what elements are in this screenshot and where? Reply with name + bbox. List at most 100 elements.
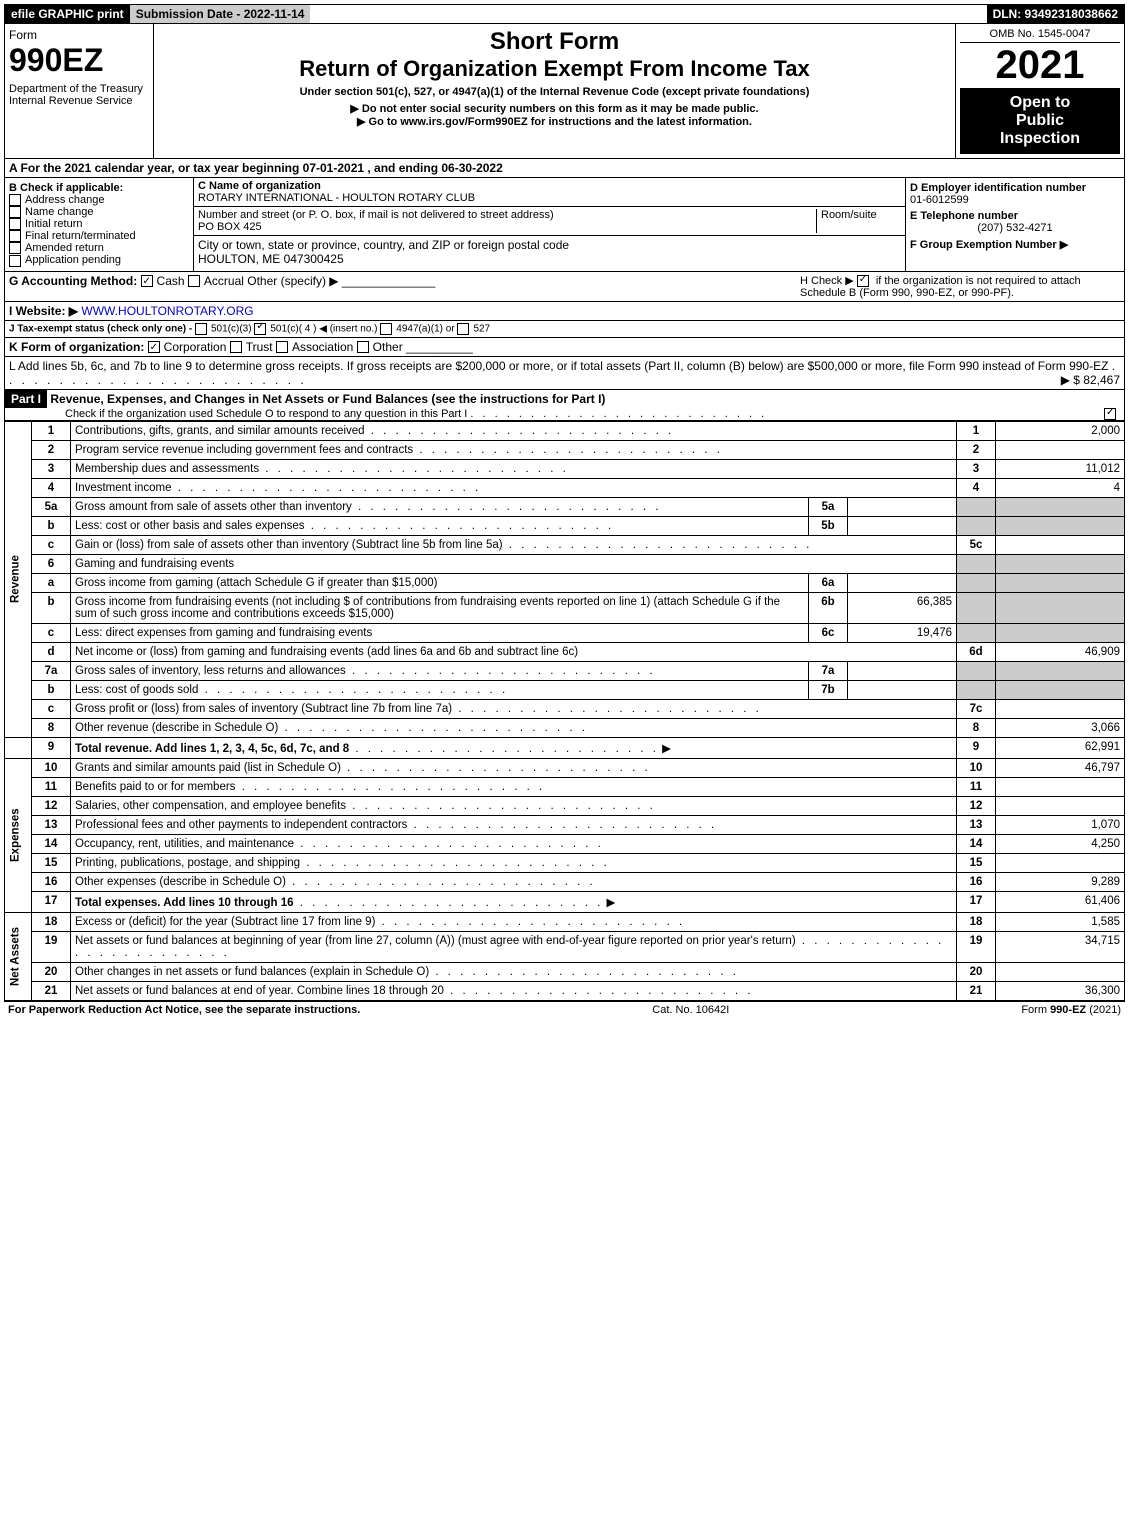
page-footer: For Paperwork Reduction Act Notice, see … [4, 1001, 1125, 1018]
line6b-value: 66,385 [848, 592, 957, 623]
line1-value: 2,000 [996, 421, 1125, 440]
b-opt-amended[interactable]: Amended return [9, 242, 189, 254]
k-other[interactable] [357, 341, 369, 353]
line2-value [996, 440, 1125, 459]
part1-label: Part I [5, 390, 47, 408]
line16-value: 9,289 [996, 872, 1125, 891]
part1-check-text: Check if the organization used Schedule … [65, 408, 467, 420]
line-a: A For the 2021 calendar year, or tax yea… [4, 159, 1125, 178]
line8-value: 3,066 [996, 718, 1125, 737]
top-bar: efile GRAPHIC print Submission Date - 20… [4, 4, 1125, 24]
d-label: D Employer identification number [910, 182, 1120, 194]
line12-value [996, 796, 1125, 815]
ein-value: 01-6012599 [910, 194, 1120, 206]
b-opt-pending[interactable]: Application pending [9, 254, 189, 266]
telephone-value: (207) 532-4271 [910, 222, 1120, 234]
line6c-value: 19,476 [848, 623, 957, 642]
footer-left: For Paperwork Reduction Act Notice, see … [8, 1004, 360, 1016]
line11-value [996, 777, 1125, 796]
part1-header-row: Part I Revenue, Expenses, and Changes in… [4, 390, 1125, 421]
g-cash-check[interactable] [141, 275, 153, 287]
line14-value: 4,250 [996, 834, 1125, 853]
revenue-side-label: Revenue [5, 421, 32, 737]
b-opt-name[interactable]: Name change [9, 206, 189, 218]
line9-value: 62,991 [996, 737, 1125, 758]
form-number: 990EZ [9, 42, 149, 79]
k-trust[interactable] [230, 341, 242, 353]
part1-title: Revenue, Expenses, and Changes in Net As… [50, 392, 605, 406]
j-501c3[interactable] [195, 323, 207, 335]
b-opt-initial[interactable]: Initial return [9, 218, 189, 230]
line7a-value [848, 661, 957, 680]
open-to-public: Open to Public Inspection [960, 88, 1120, 154]
line3-value: 11,012 [996, 459, 1125, 478]
line5a-value [848, 497, 957, 516]
b-column: B Check if applicable: Address change Na… [5, 178, 194, 271]
street-value: PO BOX 425 [198, 221, 816, 233]
dept-label: Department of the Treasury [9, 83, 149, 95]
footer-right: Form 990-EZ (2021) [1021, 1004, 1121, 1016]
efile-label: efile GRAPHIC print [5, 5, 130, 23]
c-name-label: C Name of organization [198, 180, 901, 192]
k-label: K Form of organization: [9, 340, 144, 354]
j-row: J Tax-exempt status (check only one) - 5… [4, 321, 1125, 338]
k-assoc[interactable] [276, 341, 288, 353]
submission-date: Submission Date - 2022-11-14 [130, 5, 311, 23]
k-row: K Form of organization: Corporation Trus… [4, 338, 1125, 357]
h-label: H Check ▶ [800, 275, 854, 287]
line18-value: 1,585 [996, 912, 1125, 931]
goto-link[interactable]: ▶ Go to www.irs.gov/Form990EZ for instru… [158, 115, 951, 128]
l-row: L Add lines 5b, 6c, and 7b to line 9 to … [4, 357, 1125, 390]
tax-year: 2021 [960, 43, 1120, 88]
street-label: Number and street (or P. O. box, if mail… [198, 209, 816, 221]
k-corp[interactable] [148, 341, 160, 353]
l-amount: ▶ $ 82,467 [1061, 373, 1120, 387]
j-501c[interactable] [254, 323, 266, 335]
irs-label: Internal Revenue Service [9, 95, 149, 107]
b-opt-final[interactable]: Final return/terminated [9, 230, 189, 242]
f-label: F Group Exemption Number ▶ [910, 238, 1120, 251]
main-title: Return of Organization Exempt From Incom… [158, 56, 951, 82]
e-label: E Telephone number [910, 210, 1120, 222]
line7c-value [996, 699, 1125, 718]
ssn-warning: ▶ Do not enter social security numbers o… [158, 102, 951, 115]
line6d-value: 46,909 [996, 642, 1125, 661]
c-column: C Name of organization ROTARY INTERNATIO… [194, 178, 906, 271]
footer-mid: Cat. No. 10642I [652, 1004, 729, 1016]
gh-row: G Accounting Method: Cash Accrual Other … [4, 272, 1125, 302]
room-label: Room/suite [816, 209, 901, 233]
website-link[interactable]: WWW.HOULTONROTARY.ORG [81, 304, 253, 318]
form-word: Form [9, 28, 149, 42]
city-label: City or town, state or province, country… [198, 238, 901, 252]
g-accrual-check[interactable] [188, 275, 200, 287]
part1-schedule-o-check[interactable] [1104, 408, 1116, 420]
de-column: D Employer identification number 01-6012… [906, 178, 1124, 271]
g-label: G Accounting Method: [9, 274, 137, 288]
netassets-side-label: Net Assets [5, 912, 32, 1000]
b-opt-address[interactable]: Address change [9, 194, 189, 206]
i-label: I Website: ▶ [9, 304, 78, 318]
j-4947[interactable] [380, 323, 392, 335]
line10-value: 46,797 [996, 758, 1125, 777]
line5b-value [848, 516, 957, 535]
city-value: HOULTON, ME 047300425 [198, 252, 901, 266]
line15-value [996, 853, 1125, 872]
j-527[interactable] [457, 323, 469, 335]
short-form-title: Short Form [158, 28, 951, 56]
org-name: ROTARY INTERNATIONAL - HOULTON ROTARY CL… [198, 192, 901, 204]
line13-value: 1,070 [996, 815, 1125, 834]
expenses-side-label: Expenses [5, 758, 32, 912]
j-label: J Tax-exempt status (check only one) - [9, 323, 192, 334]
omb-number: OMB No. 1545-0047 [960, 28, 1120, 43]
form-header: Form 990EZ Department of the Treasury In… [4, 24, 1125, 159]
line20-value [996, 962, 1125, 981]
line7b-value [848, 680, 957, 699]
dln-label: DLN: 93492318038662 [987, 5, 1124, 23]
line17-value: 61,406 [996, 891, 1125, 912]
h-check[interactable] [857, 275, 869, 287]
subtitle: Under section 501(c), 527, or 4947(a)(1)… [158, 86, 951, 98]
part1-table: Revenue 1 Contributions, gifts, grants, … [4, 421, 1125, 1001]
b-label: B Check if applicable: [9, 182, 189, 194]
line5c-value [996, 535, 1125, 554]
l-text: L Add lines 5b, 6c, and 7b to line 9 to … [9, 359, 1108, 373]
